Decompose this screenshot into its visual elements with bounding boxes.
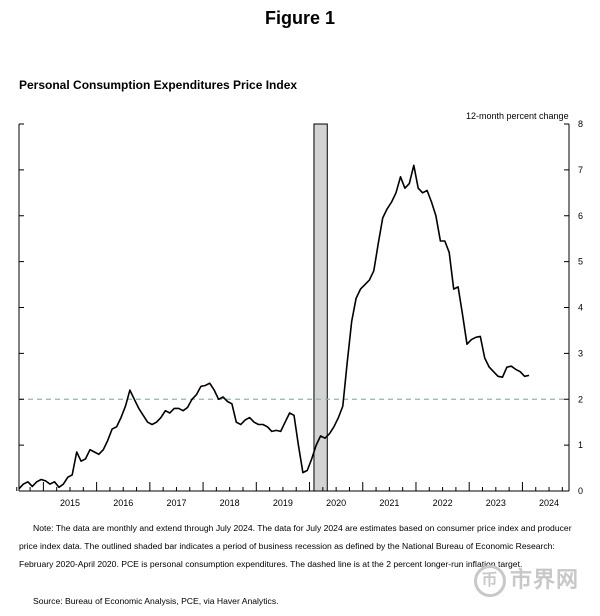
x-tick-label: 2019 xyxy=(273,498,293,508)
figure-title: Figure 1 xyxy=(264,8,335,28)
y-tick-label: 1 xyxy=(578,440,583,450)
y-tick-label: 0 xyxy=(578,486,583,496)
y-tick-label: 5 xyxy=(578,257,583,267)
chart-frame xyxy=(18,124,570,492)
y-tick-label: 4 xyxy=(578,303,583,313)
y-tick-label: 2 xyxy=(578,394,583,404)
x-tick-label: 2020 xyxy=(326,498,346,508)
y-tick-label: 8 xyxy=(578,119,583,129)
x-tick-label: 2017 xyxy=(166,498,186,508)
pce-series-line xyxy=(18,164,530,490)
y-tick-label: 6 xyxy=(578,211,583,221)
chart-title: Personal Consumption Expenditures Price … xyxy=(19,78,298,92)
watermark: 币市界网 xyxy=(474,562,580,598)
series-layer xyxy=(18,164,530,490)
y-tick-label: 7 xyxy=(578,165,583,175)
x-tick-label: 2018 xyxy=(220,498,240,508)
chart-notes: Note: The data are monthly and extend th… xyxy=(19,519,589,574)
x-tick-label: 2024 xyxy=(539,498,559,508)
x-tick-label: 2023 xyxy=(486,498,506,508)
watermark-text: 市界网 xyxy=(510,567,580,592)
x-tick-label: 2022 xyxy=(433,498,453,508)
y-axis: 0 1 2 3 4 5 6 7 8 xyxy=(19,119,583,496)
chart-source: Source: Bureau of Economic Analysis, PCE… xyxy=(33,596,279,606)
y-tick-label: 3 xyxy=(578,348,583,358)
coin-icon: 币 xyxy=(474,565,506,598)
x-axis: 2015 2016 2017 2018 2019 2020 2021 2022 2023 2024 xyxy=(16,482,563,508)
x-tick-label: 2015 xyxy=(60,498,80,508)
notes-text: Note: The data are monthly and extend th… xyxy=(19,523,572,570)
y-axis-unit-label: 12-month percent change xyxy=(466,111,569,121)
x-tick-label: 2016 xyxy=(113,498,133,508)
x-tick-label: 2021 xyxy=(379,498,399,508)
